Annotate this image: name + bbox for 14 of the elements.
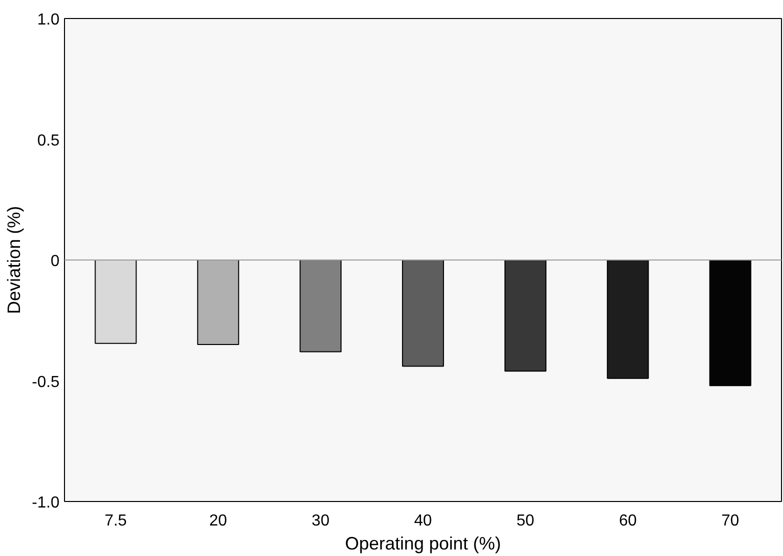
x-tick-label: 70: [721, 512, 740, 530]
x-tick-label: 40: [414, 512, 432, 530]
y-tick-label: -1.0: [32, 494, 60, 512]
x-tick-label: 50: [516, 512, 534, 530]
x-tick-label: 7.5: [104, 512, 127, 530]
y-tick-label: -0.5: [32, 374, 60, 391]
x-tick-label: 60: [618, 512, 637, 530]
y-tick-label: 0: [50, 253, 60, 270]
x-axis-title: Operating point (%): [344, 534, 502, 554]
x-tick-label: 20: [209, 512, 228, 530]
y-tick-label: 1.0: [37, 12, 60, 28]
x-tick-label: 30: [312, 512, 330, 530]
y-axis-title: Deviation (%): [4, 206, 24, 314]
y-tick-label: 0.5: [37, 132, 60, 150]
